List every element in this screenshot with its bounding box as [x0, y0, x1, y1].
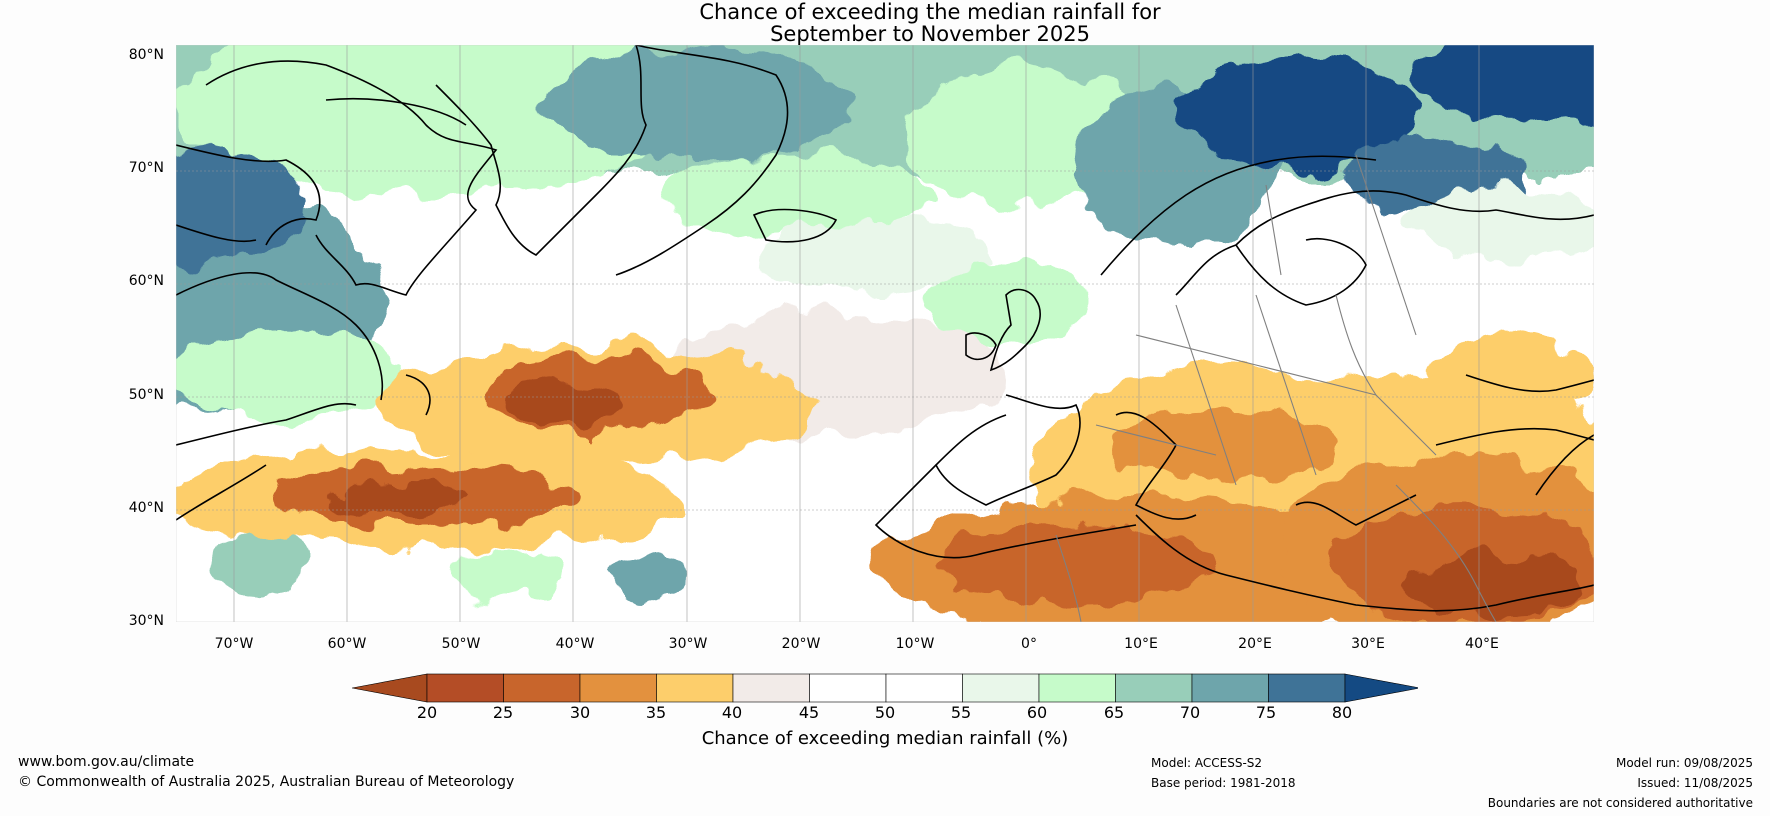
lon-label-0: 0°: [1021, 636, 1037, 652]
colorbar-extend-low: [352, 673, 428, 703]
colorbar-segment: [732, 673, 810, 703]
colorbar-segment: [1115, 673, 1193, 703]
colorbar-tick-35: 35: [645, 703, 667, 722]
lat-label-50n: 50°N: [128, 387, 164, 403]
colorbar-segment: [1191, 673, 1269, 703]
disclaimer-text: Boundaries are not considered authoritat…: [1487, 796, 1753, 810]
colorbar-tick-50: 50: [874, 703, 896, 722]
colorbar-segment: [809, 673, 887, 703]
rainfall-probability-map: [176, 45, 1594, 622]
colorbar-extend-high: [1344, 673, 1418, 703]
lon-label-10w: 10°W: [895, 636, 935, 652]
colorbar-tick-55: 55: [950, 703, 972, 722]
base-period-text: Base period: 1981-2018: [1151, 776, 1296, 790]
model-run-text: Model run: 09/08/2025: [1615, 756, 1753, 770]
colorbar-tick-25: 25: [492, 703, 514, 722]
colorbar-segment: [1268, 673, 1346, 703]
copyright-text: © Commonwealth of Australia 2025, Austra…: [18, 774, 515, 790]
map-title-line-2: September to November 2025: [770, 22, 1090, 46]
lon-label-40w: 40°W: [555, 636, 595, 652]
colorbar-segment: [1038, 673, 1116, 703]
lat-label-70n: 70°N: [128, 160, 164, 176]
colorbar-tick-40: 40: [721, 703, 743, 722]
lon-label-10e: 10°E: [1124, 636, 1158, 652]
coastlines: [176, 45, 1594, 612]
colorbar-segment: [426, 673, 504, 703]
colorbar-tick-60: 60: [1026, 703, 1048, 722]
website-text: www.bom.gov.au/climate: [18, 754, 195, 770]
colorbar-tick-65: 65: [1103, 703, 1125, 722]
lon-label-20e: 20°E: [1238, 636, 1272, 652]
lon-label-40e: 40°E: [1465, 636, 1499, 652]
map-title-line-1: Chance of exceeding the median rainfall …: [699, 0, 1161, 24]
lat-label-30n: 30°N: [128, 613, 164, 629]
lat-label-60n: 60°N: [128, 273, 164, 289]
colorbar-segment: [656, 673, 734, 703]
graticule: [176, 45, 1594, 622]
colorbar-label: Chance of exceeding median rainfall (%): [701, 728, 1069, 749]
colorbar-segment: [962, 673, 1040, 703]
model-text: Model: ACCESS-S2: [1151, 756, 1263, 770]
colorbar: [352, 673, 1418, 703]
colorbar-segment: [579, 673, 657, 703]
colorbar-tick-70: 70: [1179, 703, 1201, 722]
colorbar-segment: [503, 673, 581, 703]
colorbar-tick-30: 30: [569, 703, 591, 722]
probability-fields: [176, 45, 1594, 622]
lat-label-40n: 40°N: [128, 500, 164, 516]
colorbar-tick-45: 45: [798, 703, 820, 722]
lon-label-30w: 30°W: [668, 636, 708, 652]
lon-label-60w: 60°W: [327, 636, 367, 652]
colorbar-tick-75: 75: [1255, 703, 1277, 722]
colorbar-tick-20: 20: [416, 703, 438, 722]
country-borders: [1055, 154, 1497, 622]
lon-label-30e: 30°E: [1351, 636, 1385, 652]
lon-label-70w: 70°W: [214, 636, 254, 652]
lon-label-20w: 20°W: [781, 636, 821, 652]
lat-label-80n: 80°N: [128, 47, 164, 63]
issued-text: Issued: 11/08/2025: [1637, 776, 1753, 790]
colorbar-segment: [885, 673, 963, 703]
colorbar-tick-80: 80: [1331, 703, 1353, 722]
lon-label-50w: 50°W: [441, 636, 481, 652]
